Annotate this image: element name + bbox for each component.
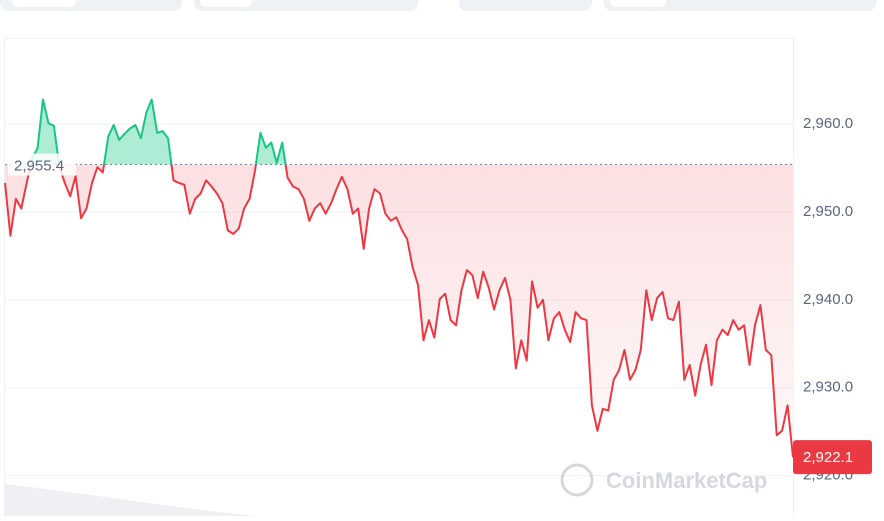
baseline-label: 2,955.4 <box>14 157 64 174</box>
baseline-label-bg <box>8 153 76 176</box>
last-price-box <box>793 440 872 475</box>
last-price-label: 2,922.1 <box>803 449 853 466</box>
tab-active[interactable] <box>200 0 252 7</box>
watermark-text: CoinMarketCap <box>606 468 767 493</box>
watermark-logo <box>560 463 594 497</box>
tab-active[interactable] <box>610 0 666 7</box>
area <box>5 99 793 458</box>
watermark: CoinMarketCap <box>560 463 767 497</box>
tab[interactable] <box>459 0 592 11</box>
y-tick-label: 2,960.0 <box>803 115 853 132</box>
tab-active[interactable] <box>12 0 76 7</box>
tab[interactable] <box>604 0 876 11</box>
y-tick-label: 2,930.0 <box>803 379 853 396</box>
y-tick-label: 2,940.0 <box>803 291 853 308</box>
y-tick-label: 2,950.0 <box>803 203 853 220</box>
price-line <box>4 98 794 458</box>
volume-area <box>5 484 260 516</box>
